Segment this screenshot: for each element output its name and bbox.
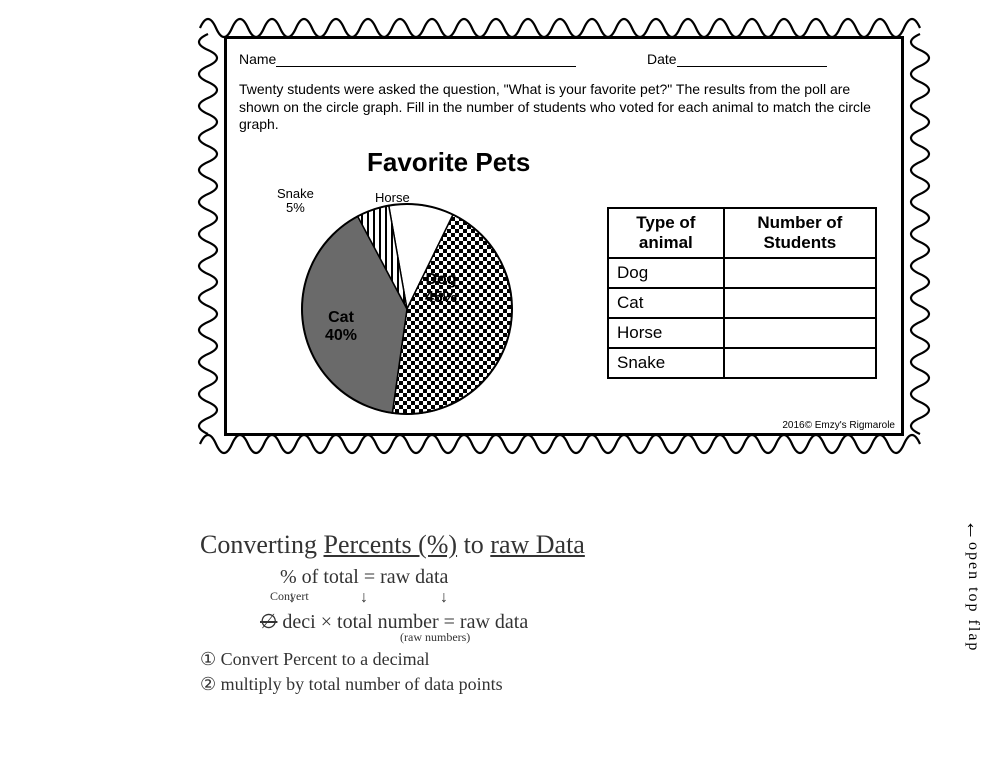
table-cell-animal: Dog: [608, 258, 724, 288]
table-cell-count[interactable]: [724, 348, 876, 378]
name-field: Name: [239, 51, 576, 67]
table-cell-count[interactable]: [724, 258, 876, 288]
table-header-animal: Type of animal: [608, 208, 724, 258]
date-label: Date: [647, 51, 677, 67]
table-cell-count[interactable]: [724, 288, 876, 318]
pie-chart: Dog45% Cat40%: [297, 199, 517, 419]
table-cell-animal: Horse: [608, 318, 724, 348]
name-label: Name: [239, 51, 276, 67]
table-cell-animal: Cat: [608, 288, 724, 318]
notes-step-2: ② multiply by total number of data point…: [200, 674, 900, 695]
table-row: Horse: [608, 318, 876, 348]
chart-title: Favorite Pets: [367, 147, 530, 178]
answer-table: Type of animal Number of Students DogCat…: [607, 207, 877, 379]
table-cell-animal: Snake: [608, 348, 724, 378]
notes-equation-1: % of total = raw data: [280, 566, 900, 589]
side-arrow-icon: ↑: [965, 516, 976, 542]
handwritten-notes: Converting Percents (%) to raw Data % of…: [200, 530, 900, 695]
table-cell-count[interactable]: [724, 318, 876, 348]
side-note-text: open top flap: [964, 542, 982, 652]
date-field: Date: [647, 51, 827, 67]
table-header-count: Number of Students: [724, 208, 876, 258]
instructions-text: Twenty students were asked the question,…: [239, 81, 889, 134]
table-row: Cat: [608, 288, 876, 318]
notes-title: Converting Percents (%) to raw Data: [200, 530, 900, 560]
table-row: Snake: [608, 348, 876, 378]
notes-step-1: ① Convert Percent to a decimal: [200, 649, 900, 670]
copyright-text: 2016© Emzy's Rigmarole: [782, 420, 895, 431]
worksheet-card: Name Date Twenty students were asked the…: [224, 36, 904, 436]
table-row: Dog: [608, 258, 876, 288]
